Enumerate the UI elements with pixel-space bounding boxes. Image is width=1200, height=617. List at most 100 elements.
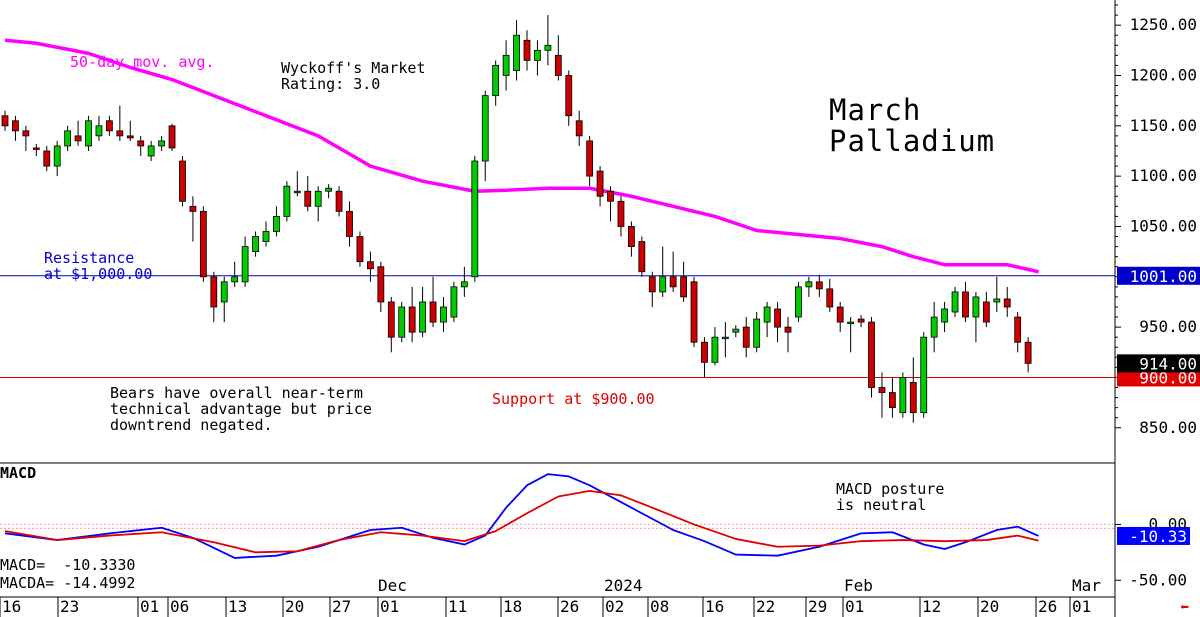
candle-body [826, 288, 834, 308]
x-tick-label: 20 [285, 597, 304, 616]
y-tick-label: 1250.00 [1130, 15, 1197, 34]
x-tick-label: 06 [170, 597, 189, 616]
candle-body [398, 306, 406, 338]
candle [638, 236, 646, 277]
candle-body [408, 306, 416, 333]
macd-y-tick-label: -50.00 [1129, 570, 1187, 589]
candle [993, 276, 1001, 313]
candle-body [941, 308, 948, 323]
candle-body [273, 216, 280, 232]
candle [481, 90, 489, 182]
candle [909, 357, 917, 423]
candle [53, 140, 61, 177]
candle [366, 251, 374, 282]
candle [43, 145, 51, 172]
candle-body [774, 308, 781, 328]
candle-body [22, 130, 30, 137]
macd-annotation: MACD posture is neutral [836, 480, 945, 514]
candle [544, 15, 552, 66]
x-month-label: Feb [844, 576, 873, 595]
candle [690, 276, 698, 348]
candle-body [523, 39, 531, 61]
candle [12, 115, 19, 141]
candle [1, 110, 9, 131]
candle [137, 135, 145, 157]
candle [22, 125, 30, 151]
candle-body [534, 49, 541, 61]
candle-body [377, 266, 385, 303]
candle-body [158, 140, 166, 147]
candle [147, 140, 155, 162]
candle [450, 281, 458, 323]
candle-body [262, 231, 270, 242]
reference-lines [0, 275, 1115, 378]
candle [920, 332, 928, 418]
candle-body [137, 140, 145, 147]
chart-title: March Palladium [829, 93, 996, 158]
candle [335, 186, 343, 217]
x-tick-label: 01 [380, 597, 399, 616]
candle-body [951, 291, 959, 313]
candle [774, 301, 781, 343]
candle-body [106, 120, 113, 132]
candle [126, 120, 134, 141]
candle-body [220, 281, 228, 303]
bears-annotation: Bears have overall near-term technical a… [110, 384, 372, 434]
candle-body [199, 210, 207, 278]
candle-body [596, 170, 604, 197]
candle-body [659, 276, 667, 293]
macda-line [4, 490, 1039, 554]
candle-body [471, 160, 479, 278]
candle [440, 296, 447, 333]
candle-body [690, 281, 698, 343]
candle [460, 266, 468, 297]
candle [199, 206, 207, 282]
candle [586, 135, 594, 187]
candle-body [617, 200, 625, 227]
candle [617, 196, 625, 237]
candle-body [565, 75, 573, 117]
candle [189, 196, 197, 242]
candle [1014, 312, 1022, 353]
candle [805, 276, 813, 297]
candle-body [962, 291, 969, 318]
macd-panel-title: MACD [0, 464, 37, 482]
candle-body [168, 125, 176, 149]
last-price-flag [1117, 354, 1200, 373]
candle-body [241, 246, 249, 283]
candle-body [701, 341, 708, 363]
macd-current-label: -10.33 [1129, 527, 1187, 546]
candle [179, 156, 186, 207]
scroll-arrow-icon[interactable]: ⬅ [1180, 598, 1190, 616]
candle [669, 251, 677, 292]
candle [523, 30, 531, 71]
candle-body [43, 150, 51, 167]
candle [857, 315, 865, 328]
candle-body [116, 130, 124, 137]
candle [1003, 286, 1011, 318]
candle [377, 261, 385, 313]
candle-body [419, 301, 427, 333]
candle [158, 135, 166, 151]
candle [492, 60, 500, 106]
macd-line [4, 473, 1039, 559]
value-labels-layer: 850.00 950.00 1050.00 1100.00 1150.00 1200.00… [2, 15, 1200, 616]
candle-body [847, 321, 855, 324]
candle-body [742, 326, 750, 348]
x-tick-label: 27 [332, 597, 351, 616]
candle [701, 337, 708, 378]
x-tick-label: 12 [922, 597, 941, 616]
candle-body [878, 387, 886, 393]
candle-body [231, 276, 239, 283]
candle-body [815, 281, 823, 290]
y-tick-label: 1100.00 [1130, 166, 1197, 185]
candle [429, 276, 437, 328]
candle-body [293, 190, 301, 194]
y-tick-label: 850.00 [1139, 418, 1197, 437]
candle [325, 184, 333, 199]
candle [951, 286, 959, 318]
x-tick-label: 23 [60, 597, 79, 616]
candle-body [721, 336, 729, 340]
candle-body [638, 241, 646, 273]
